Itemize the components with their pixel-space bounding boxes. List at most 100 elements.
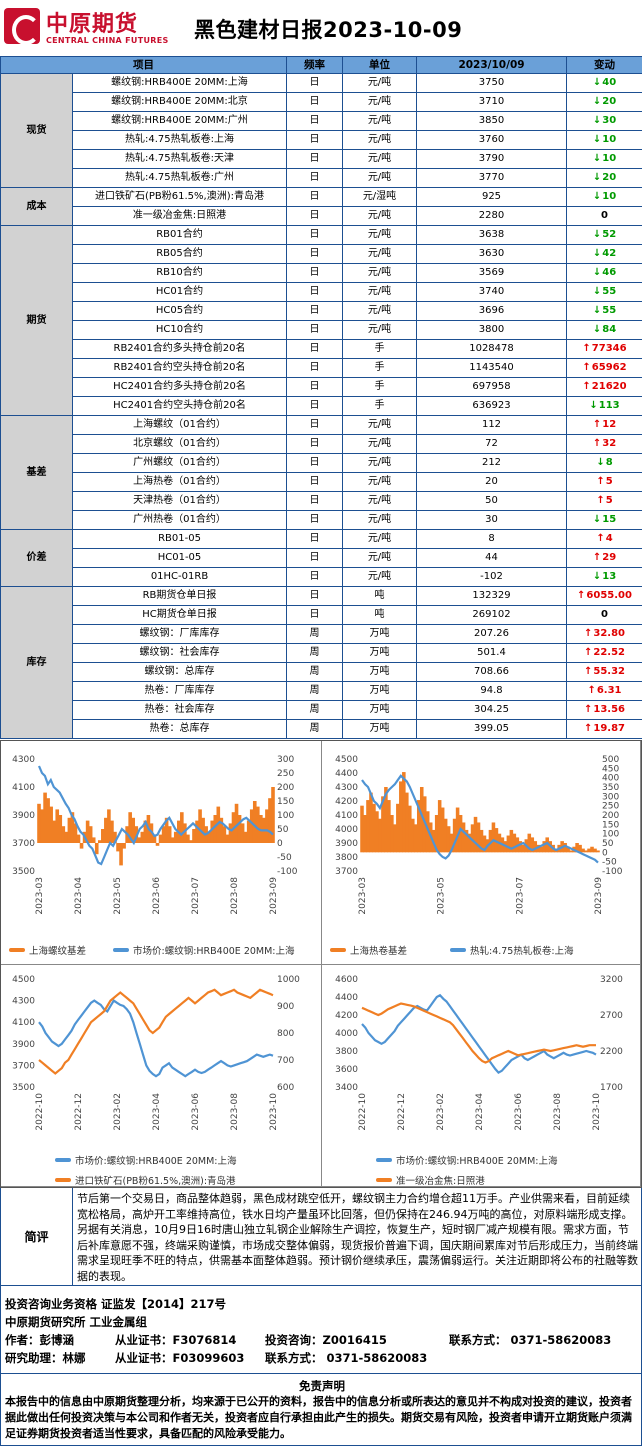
category-cell: 期货 [0,225,73,416]
y-left-tick-label: 4100 [12,1018,35,1028]
change-value: 4 [605,533,613,544]
basis-bar [52,820,56,843]
basis-bar [372,803,376,853]
y-left-tick-label: 3500 [12,1083,35,1093]
category-cell: 价差 [0,529,73,587]
item-name-cell: RB2401合约多头持仓前20名 [72,339,287,359]
unit-cell: 元/吨 [342,453,417,473]
unit-cell: 万吨 [342,681,417,701]
y-right-tick-label: 300 [277,755,294,765]
change-value: 55 [602,286,617,297]
basis-bar [265,809,269,843]
table-row: RB10合约日元/吨 3569 ↓46 [1,263,642,283]
basis-bar [140,831,145,843]
author-license: 从业证书：F3076814 [115,1333,237,1347]
unit-cell: 手 [342,396,417,416]
change-value: 65962 [591,362,627,373]
y-left-tick-label: 4400 [335,769,358,779]
value-cell: 304.25 [416,700,567,720]
basis-bar [506,835,511,853]
arrow-up-icon: ↑ [583,647,593,658]
x-tick-label: 2023-05 [437,877,447,915]
value-cell: 72 [416,434,567,454]
analyst-info: 投资咨询业务资格 证监发【2014】217号 中原期货研究所 工业金属组 作者：… [0,1286,642,1374]
change-value: 10 [602,191,617,202]
basis-bar [596,850,600,853]
change-value: 20 [602,172,617,183]
value-cell: 708.66 [416,662,567,682]
change-cell: ↑21620 [566,377,642,397]
assistant-contact: 联系方式： 0371-58620083 [265,1351,428,1365]
legend-swatch [55,1158,71,1162]
change-value: 84 [602,324,617,335]
basis-bar [43,792,47,843]
basis-bar [584,850,588,853]
basis-bar [107,809,111,843]
basis-bar [509,829,514,853]
y-right-tick-label: 200 [602,811,619,821]
basis-bar [563,843,567,853]
arrow-down-icon: ↓ [592,286,602,297]
item-name-cell: HC05合约 [72,301,287,321]
y-right-tick-label: 250 [277,769,294,779]
value-cell: 3790 [416,149,567,169]
arrow-up-icon: ↑ [582,343,591,354]
arrow-up-icon: ↑ [596,495,605,506]
change-cell: ↓52 [566,225,642,245]
value-cell: 20 [416,472,567,492]
basis-bar [473,816,478,853]
basis-bar [271,787,275,843]
x-tick-label: 2023-04 [475,1093,485,1131]
frequency-cell: 日 [286,339,343,359]
chart-svg: 4500440043004200410040003900380037005004… [335,755,623,915]
chart-rebar-basis: 4300 4100 3900 3700 3500 300 250 200 150 100 50 0 -5… [1,741,322,965]
unit-cell: 元/吨 [342,225,417,245]
x-tick-label: 2023-04 [74,877,84,915]
item-name-cell: HC2401合约多头持仓前20名 [72,377,287,397]
change-value: 12 [602,419,617,430]
value-cell: 3750 [416,73,567,93]
basis-bar [155,843,160,846]
basis-bar [195,820,199,843]
unit-cell: 元/吨 [342,548,417,568]
legend-label: 市场价:螺纹钢:HRB400E 20MM:上海 [133,946,295,957]
x-tick-label: 2023-02 [436,1093,446,1131]
basis-bar [170,837,175,843]
y-right-tick-label: 150 [277,797,294,807]
legend-entry: 市场价:螺纹钢:HRB400E 20MM:上海 [55,1153,237,1167]
change-cell: ↓42 [566,244,642,264]
y-right-tick-label: -100 [602,867,623,877]
basis-bar [152,834,157,843]
arrow-up-icon: ↑ [592,552,602,563]
item-name-cell: 北京螺纹（01合约） [72,434,287,454]
basis-bar [578,844,582,853]
table-row: 广州螺纹（01合约）日元/吨 212 ↓8 [1,453,642,473]
basis-bar [396,803,400,853]
arrow-up-icon: ↑ [582,362,591,373]
basis-bar [219,817,224,843]
x-tick-label: 2023-04 [152,1093,162,1131]
item-name-cell: 热卷：厂库库存 [72,681,287,701]
table-row: HC01-05 日元/吨 44 ↑29 [1,548,642,568]
legend-swatch [330,948,346,952]
value-cell: 212 [416,453,567,473]
chart-rebar-vs-coke: 4600 4400 4200 4000 3800 3600 3400 3200 2700 2200… [322,965,641,1187]
basis-bar [76,834,81,843]
item-name-cell: HC10合约 [72,320,287,340]
table-row: HC01合约日元/吨 3740 ↓55 [1,282,642,302]
x-tick-label: 2023-08 [230,877,240,915]
change-value: 13 [602,571,617,582]
legend-entry: 上海热卷基差 [330,943,407,957]
legend-label: 准一级冶金焦:日照港 [396,1176,485,1187]
y-right-tick-label: 100 [277,811,294,821]
frequency-cell: 周 [286,662,343,682]
item-name-cell: 螺纹钢：厂库库存 [72,624,287,644]
basis-bar [104,817,108,843]
y-right-tick-label: 250 [602,802,619,812]
frequency-cell: 日 [286,92,343,112]
table-row: HC05合约日元/吨 3696 ↓55 [1,301,642,321]
legend-entry: 上海螺纹基差 [9,943,86,957]
basis-bar [137,837,142,843]
change-cell: ↑19.87 [566,719,642,739]
basis-bar [113,831,117,843]
